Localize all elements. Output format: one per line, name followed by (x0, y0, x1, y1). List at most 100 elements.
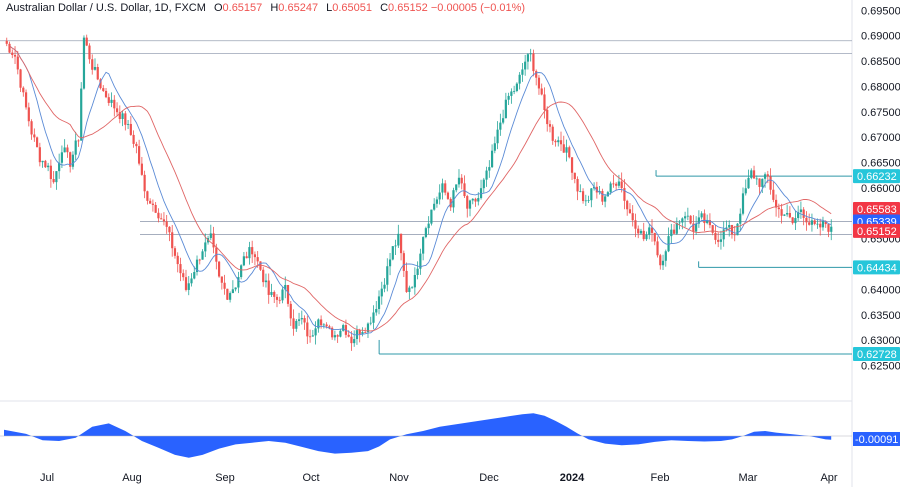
y-tick-label-0: 0.69500 (861, 5, 900, 17)
low-value: 0.65051 (332, 2, 373, 14)
x-tick-label-3: Oct (302, 472, 319, 484)
candle-body (565, 147, 568, 153)
candle-body (604, 196, 607, 202)
candle-body (700, 213, 703, 218)
symbol-title: Australian Dollar / U.S. Dollar, 1D, FXC… (6, 2, 206, 14)
candle-body (570, 157, 574, 173)
candle-body (99, 79, 102, 89)
candle-body (63, 147, 66, 153)
candle-body (670, 229, 673, 237)
candle-body (311, 335, 314, 337)
candle-body (187, 283, 190, 290)
candle-body (584, 200, 587, 202)
candle-body (581, 191, 585, 202)
candle-body (780, 209, 783, 216)
candle-body (468, 200, 472, 209)
x-tick-label-9: Apr (820, 472, 837, 484)
candle-body (386, 266, 389, 285)
candle-body (695, 223, 698, 232)
candle-body (184, 277, 188, 290)
ma-slow-line (9, 45, 832, 332)
candle-body (11, 52, 14, 55)
candle-body (102, 88, 105, 91)
candle-body (499, 122, 502, 130)
candle-body (648, 227, 651, 235)
candle-body (728, 224, 731, 228)
x-tick-label-7: Feb (651, 472, 670, 484)
y-tick-label-11: 0.64000 (861, 284, 900, 296)
candle-body (19, 69, 22, 88)
candle-body (336, 335, 339, 337)
x-tick-label-0: Jul (40, 472, 54, 484)
candle-body (372, 312, 375, 323)
low-label: L (326, 2, 333, 14)
change-value: −0.00005 (−0.01%) (430, 2, 526, 14)
candle-body (350, 336, 353, 344)
candle-body (626, 200, 629, 210)
candle-body (637, 228, 640, 234)
candle-body (797, 212, 800, 219)
oscillator-label-bg (853, 432, 900, 446)
candle-body (606, 192, 609, 197)
candle-body (783, 214, 786, 216)
candle-body (295, 320, 298, 329)
candle-body (686, 215, 689, 217)
candle-body (256, 257, 259, 262)
candle-body (717, 239, 720, 242)
candle-body (162, 219, 166, 222)
candle-body (444, 183, 447, 193)
candle-body (165, 221, 168, 227)
candle-body (708, 220, 712, 226)
candle-body (485, 170, 488, 180)
candle-body (463, 183, 466, 197)
candle-body (16, 56, 19, 70)
candle-body (681, 218, 684, 223)
high-label: H (270, 2, 279, 14)
candle-body (297, 319, 301, 321)
candle-body (706, 220, 709, 224)
candle-body (766, 174, 769, 177)
candle-body (91, 59, 94, 70)
candle-body (394, 245, 397, 247)
candle-body (672, 229, 676, 234)
candle-body (292, 318, 295, 329)
candle-body (504, 99, 507, 119)
candle-body (736, 223, 739, 236)
candle-body (675, 223, 678, 234)
candle-body (82, 37, 86, 89)
price-label-bg-0 (853, 169, 900, 184)
candle-body (612, 183, 615, 185)
candle-body (645, 234, 648, 240)
candle-body (47, 165, 50, 168)
candle-body (126, 123, 130, 125)
candle-body (554, 140, 557, 143)
candle-body (168, 226, 171, 233)
candle-body (521, 69, 524, 75)
candle-body (248, 247, 251, 259)
x-tick-label-2: Sep (215, 472, 235, 484)
candle-body (609, 183, 612, 193)
candle-body (146, 191, 149, 201)
candle-body (435, 199, 439, 204)
y-tick-label-3: 0.68000 (861, 81, 900, 93)
candle-body (502, 118, 505, 123)
candle-body (325, 324, 328, 327)
candle-body (217, 261, 221, 277)
x-tick-label-4: Nov (389, 472, 409, 484)
price-label-bg-3 (853, 223, 900, 238)
candle-body (769, 176, 772, 190)
candle-body (281, 289, 284, 301)
candle-body (799, 209, 803, 213)
candle-body (786, 213, 789, 215)
candle-body (85, 37, 88, 46)
candle-body (537, 77, 541, 89)
price-label-0: 0.66232 (857, 171, 897, 183)
candle-body (286, 284, 290, 304)
price-label-3: 0.65152 (857, 226, 897, 238)
price-label-bg-4 (853, 260, 900, 275)
candle-body (634, 220, 637, 229)
candle-body (532, 53, 535, 72)
candle-body (300, 318, 303, 320)
candle-body (176, 255, 179, 265)
